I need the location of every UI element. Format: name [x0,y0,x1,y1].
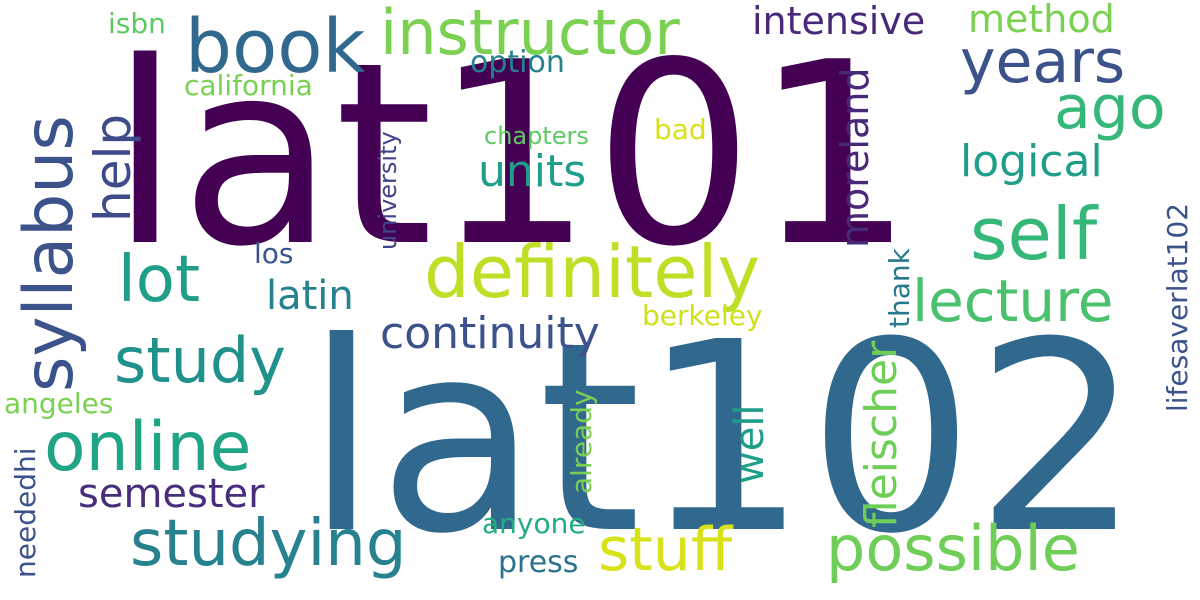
word-definitely: definitely [424,230,761,314]
word-continuity: continuity [380,308,600,359]
word-study: study [114,324,286,397]
word-neededhi: neededhi [9,447,42,579]
word-years: years [960,27,1126,97]
word-angeles: angeles [4,387,114,420]
word-ago: ago [1054,73,1166,143]
word-studying: studying [130,507,407,581]
word-help: help [84,113,142,222]
word-lot: lot [118,243,201,317]
word-press: press [498,545,579,580]
word-method: method [968,0,1115,41]
word-syllabus: syllabus [10,115,89,392]
word-isbn: isbn [108,7,166,40]
word-berkeley: berkeley [642,299,763,332]
word-already: already [565,389,598,494]
word-university: university [374,131,402,250]
word-units: units [478,146,587,197]
word-moreland: moreland [833,67,877,248]
word-online: online [44,408,252,487]
word-well: well [727,404,773,484]
word-intensive: intensive [752,0,926,43]
word-book: book [185,4,366,90]
word-lat101: lat101 [110,9,915,302]
word-self: self [970,192,1098,276]
word-lat102: lat102 [305,286,1142,591]
word-california: california [184,69,313,102]
word-logical: logical [960,136,1103,187]
word-thank: thank [883,248,916,328]
word-stuff: stuff [598,515,733,585]
word-lifesaverlat102: lifesaverlat102 [1161,202,1194,412]
word-semester: semester [78,471,265,517]
word-possible: possible [826,512,1080,585]
word-latin: latin [266,273,354,319]
word-fleischer: fleischer [856,340,907,528]
word-instructor: instructor [380,0,680,69]
word-bad: bad [654,113,707,146]
word-anyone: anyone [482,507,586,540]
word-lecture: lecture [912,267,1114,335]
word-chapters: chapters [484,122,589,150]
word-option: option [470,45,565,80]
word-los: los [254,237,294,270]
